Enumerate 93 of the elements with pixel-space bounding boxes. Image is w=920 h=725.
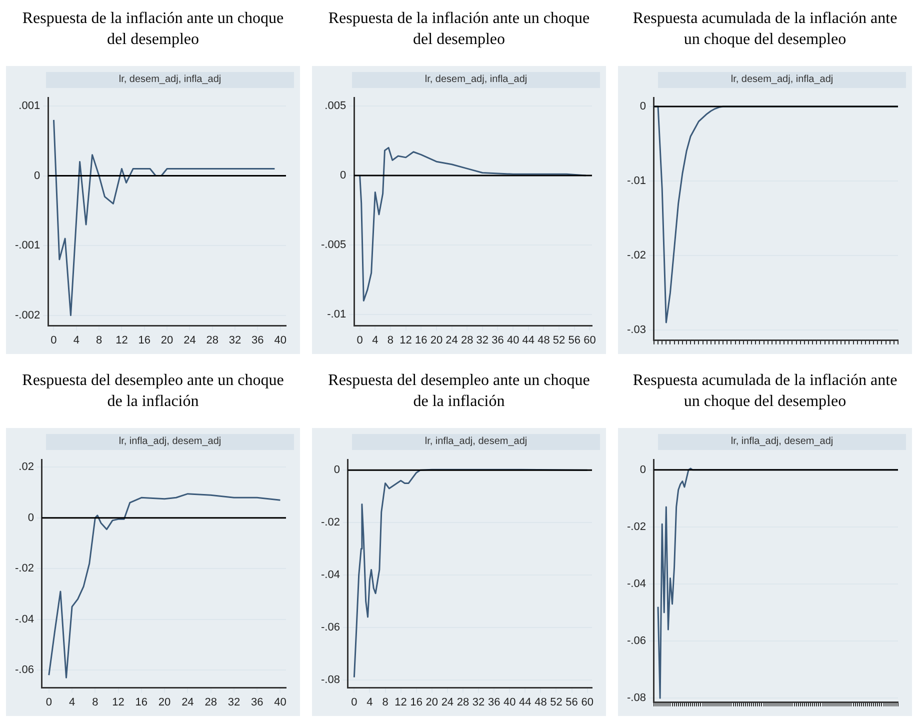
x-tick-label: 0 (50, 334, 57, 346)
x-tick-label: 56 (568, 334, 580, 346)
x-tick-label: 24 (184, 334, 196, 346)
x-tick-label: 36 (488, 696, 500, 708)
y-tick-label: 0 (334, 464, 340, 476)
chart-title: Respuesta del desempleo ante un choque de la inflación (327, 371, 591, 412)
x-tick-label: 44 (519, 696, 532, 708)
y-tick-label: -.06 (626, 635, 646, 648)
y-tick-label: -.04 (626, 578, 646, 590)
x-tick-label: 52 (550, 696, 562, 708)
x-tick-label: 0 (46, 696, 52, 708)
x-tick-label: 16 (410, 696, 422, 708)
x-tick-label: 48 (538, 334, 550, 346)
x-tick-label: 8 (382, 696, 388, 708)
x-tick-label: 28 (204, 696, 217, 708)
y-tick-label: -.02 (14, 562, 34, 575)
x-tick-label: 16 (414, 334, 428, 346)
x-tick-label: 8 (387, 334, 394, 346)
x-tick-label: 12 (112, 696, 124, 708)
x-tick-label: 4 (73, 334, 80, 346)
x-tick-label: 56 (566, 696, 578, 708)
x-tick-label: 8 (96, 334, 102, 346)
x-tick-label: 52 (552, 334, 566, 346)
y-tick-label: -.02 (626, 520, 646, 533)
y-tick-label: -.03 (626, 324, 646, 336)
x-tick-label: 28 (206, 334, 218, 346)
x-tick-label: 16 (138, 334, 150, 346)
y-tick-label: .005 (324, 100, 346, 112)
x-tick-label: 24 (182, 696, 194, 708)
chart-subtitle: lr, infla_adj, desem_adj (658, 434, 906, 450)
x-tick-label: 4 (68, 696, 76, 708)
x-tick-label: 40 (274, 334, 286, 346)
x-tick-label: 32 (228, 334, 242, 346)
chart-subtitle: lr, desem_adj, infla_adj (352, 72, 600, 88)
y-tick-label: -.04 (14, 613, 34, 626)
x-tick-label: 20 (160, 334, 174, 346)
y-tick-label: -.02 (626, 250, 646, 262)
y-tick-label: -.002 (14, 309, 40, 322)
x-tick-label: 32 (472, 696, 485, 708)
x-tick-label: 12 (394, 696, 407, 708)
y-tick-label: -.08 (626, 692, 646, 704)
chart-subtitle: lr, desem_adj, infla_adj (46, 72, 294, 88)
y-tick-label: .001 (18, 100, 40, 112)
y-tick-label: -.01 (626, 175, 646, 188)
x-tick-label: 16 (135, 696, 148, 708)
chart-title: Respuesta acumulada de la inflación ante un choque del desempleo (632, 371, 898, 412)
x-tick-label: 40 (506, 334, 520, 346)
y-tick-label: 0 (34, 170, 40, 182)
x-tick-label: 28 (456, 696, 470, 708)
y-tick-label: 0 (640, 100, 646, 113)
x-tick-label: 4 (372, 334, 378, 346)
x-tick-label: 60 (584, 334, 596, 346)
x-tick-label: 0 (351, 696, 358, 708)
chart-title: Respuesta del desempleo ante un choque de la inflación (21, 371, 285, 412)
x-tick-label: 40 (274, 696, 286, 708)
chart-title: Respuesta de la inflación ante un choque del desempleo (327, 9, 591, 50)
y-tick-label: .02 (18, 461, 34, 474)
chart-subtitle: lr, infla_adj, desem_adj (46, 434, 294, 450)
y-tick-label: -.01 (327, 308, 346, 321)
chart-subtitle: lr, infla_adj, desem_adj (352, 434, 600, 450)
y-tick-label: -.06 (320, 622, 340, 634)
y-tick-label: 0 (28, 512, 34, 524)
y-tick-label: -.08 (320, 674, 340, 686)
x-tick-label: 36 (252, 334, 264, 346)
y-tick-label: -.06 (14, 664, 34, 676)
x-tick-label: 48 (534, 696, 547, 708)
x-tick-label: 40 (503, 696, 516, 708)
chart-subtitle: lr, desem_adj, infla_adj (658, 72, 906, 88)
x-tick-label: 12 (400, 334, 412, 346)
x-tick-label: 20 (430, 334, 443, 346)
x-tick-label: 24 (441, 696, 454, 708)
y-tick-label: 0 (340, 170, 346, 182)
x-tick-label: 60 (581, 696, 594, 708)
x-tick-label: 28 (460, 334, 474, 346)
y-tick-label: -.001 (14, 240, 40, 252)
y-tick-label: -.04 (320, 569, 340, 582)
x-tick-label: 36 (492, 334, 504, 346)
y-tick-label: -.005 (320, 239, 346, 252)
x-tick-label: 8 (92, 696, 98, 708)
x-tick-label: 20 (426, 696, 438, 708)
x-tick-label: 24 (446, 334, 458, 346)
x-tick-label: 44 (522, 334, 535, 346)
x-tick-label: 4 (366, 696, 373, 708)
chart-title: Respuesta acumulada de la inflación ante un choque del desempleo (632, 9, 898, 50)
y-tick-label: 0 (640, 464, 646, 476)
x-tick-label: 12 (116, 334, 128, 346)
x-tick-label: 32 (476, 334, 489, 346)
x-tick-label: 32 (228, 696, 240, 708)
chart-title: Respuesta de la inflación ante un choque del desempleo (21, 9, 285, 50)
y-tick-label: -.02 (320, 516, 340, 529)
x-tick-label: 20 (158, 696, 171, 708)
x-tick-label: 36 (250, 696, 264, 708)
x-tick-label: 0 (356, 334, 363, 346)
